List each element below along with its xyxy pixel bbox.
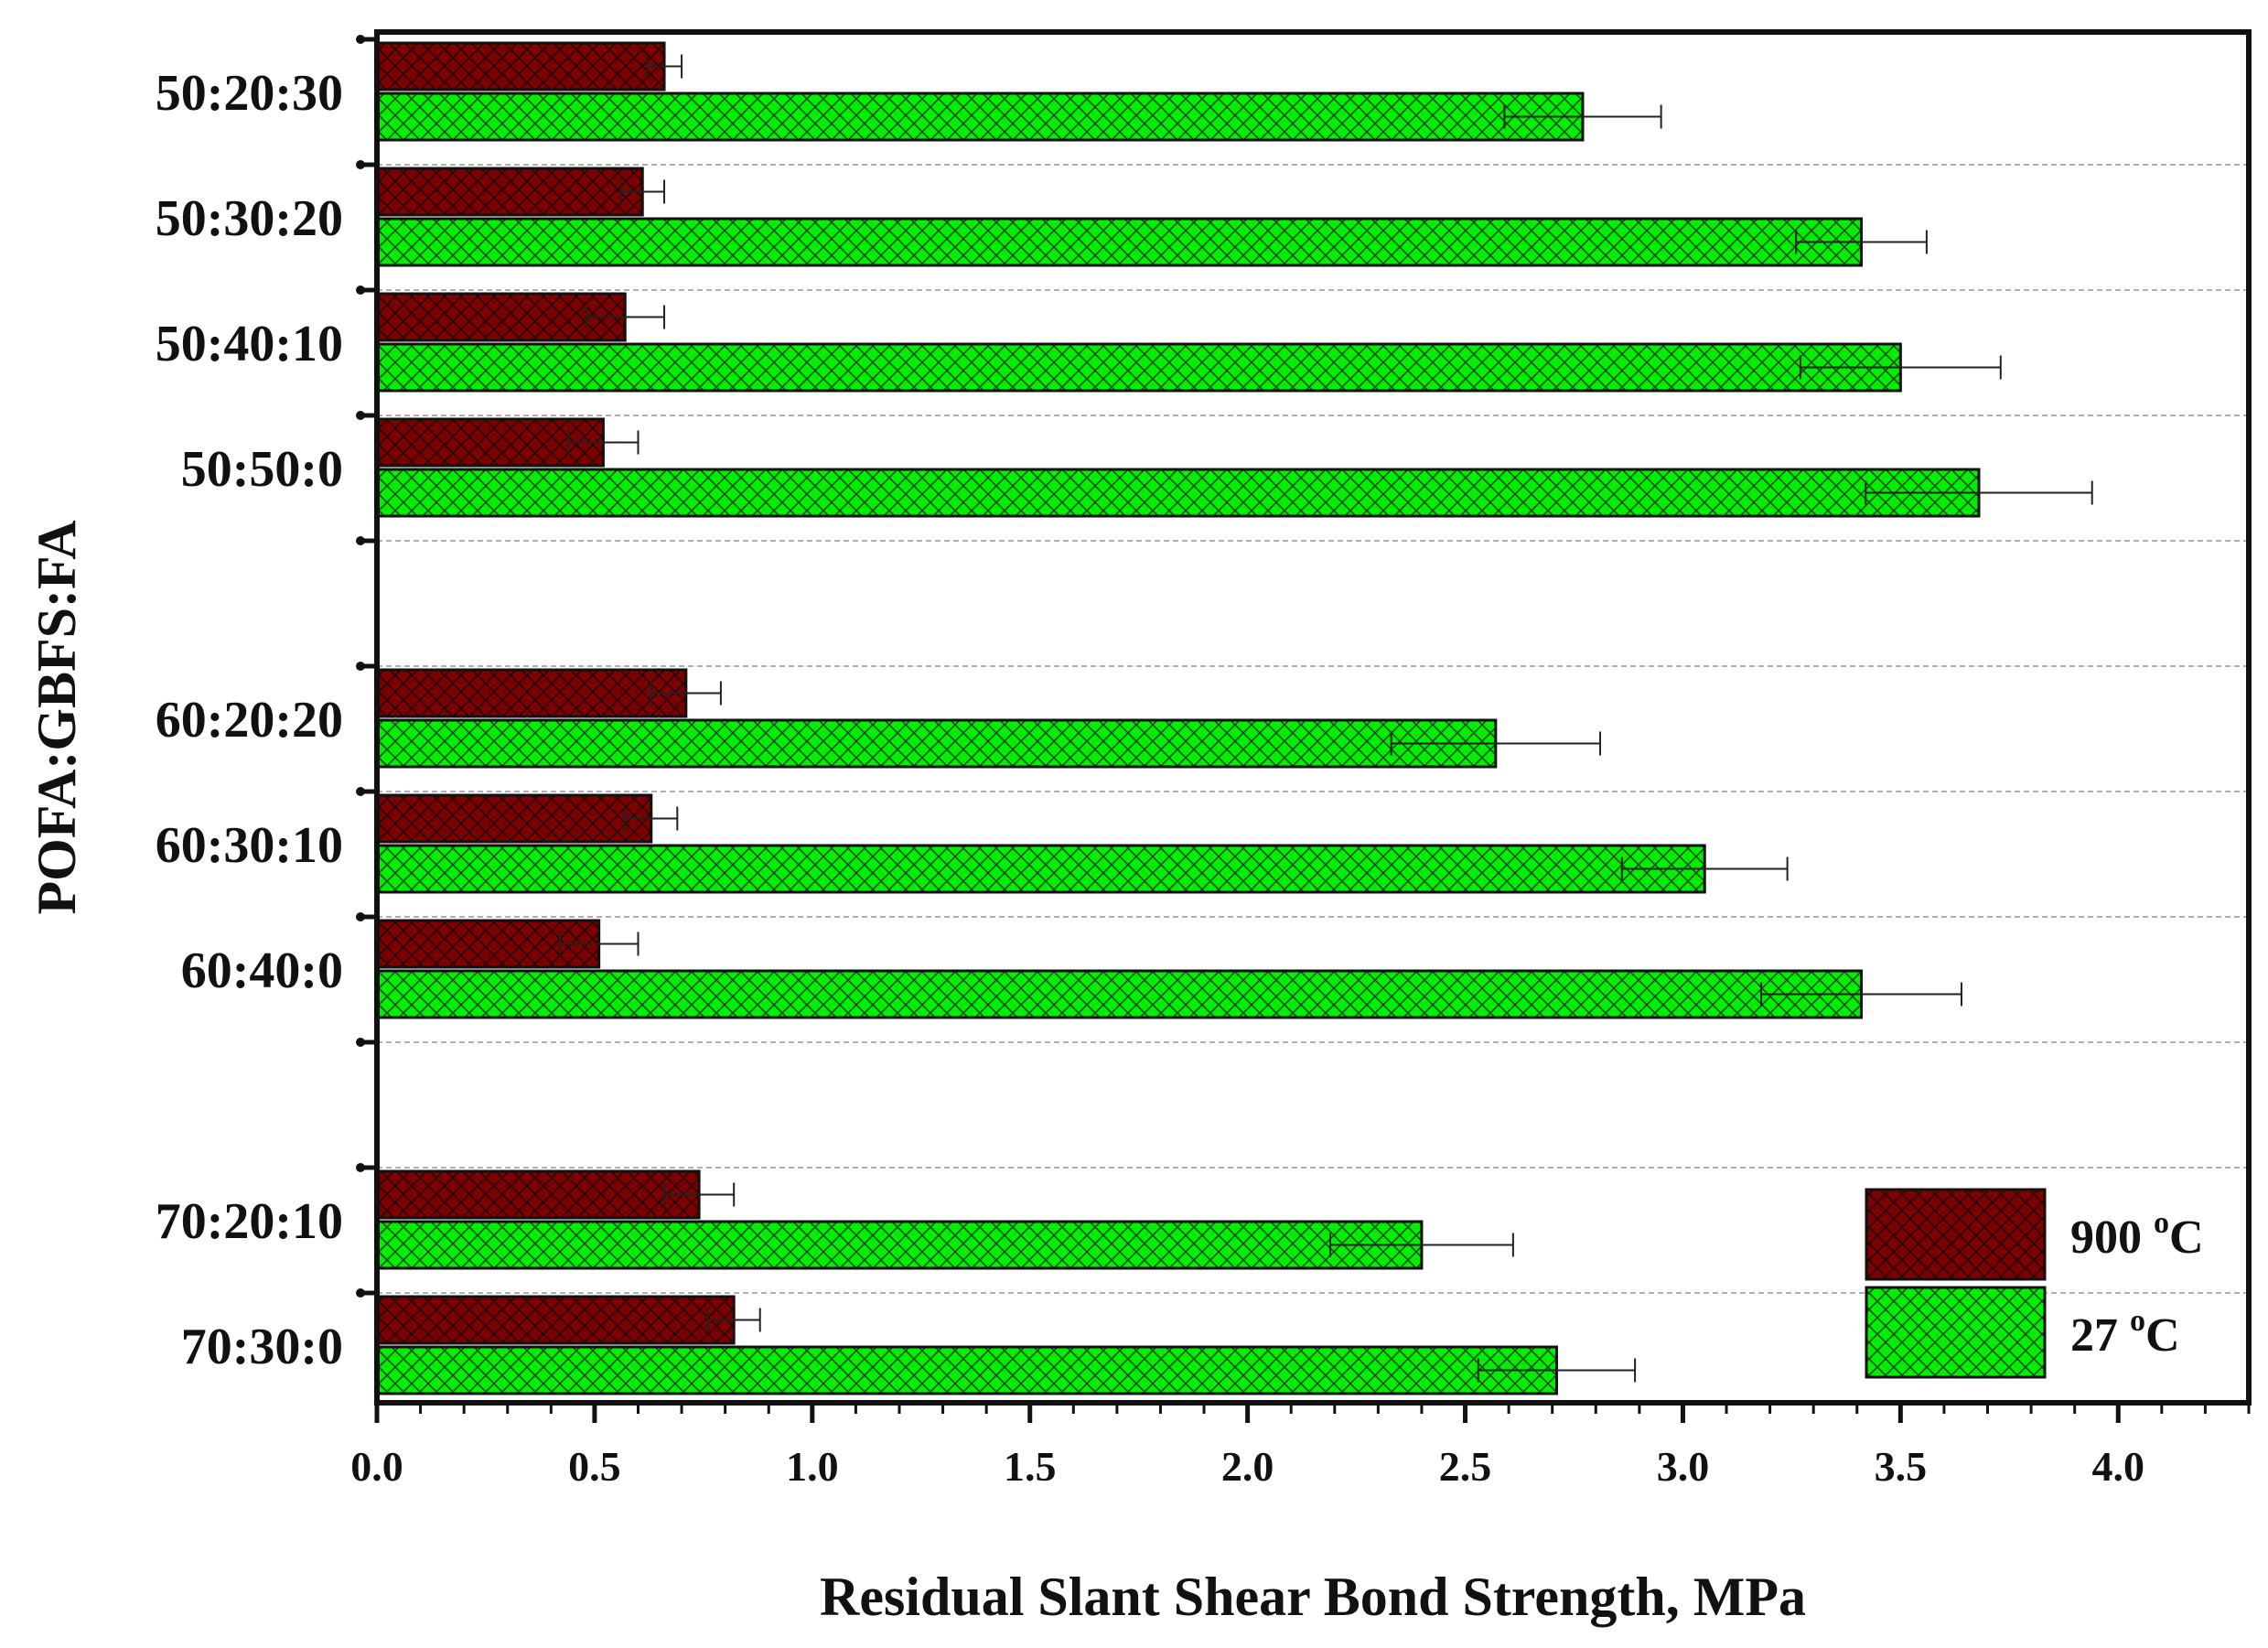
x-tick-label: 4.0 bbox=[2092, 1443, 2145, 1490]
bar-27c-50:20:30 bbox=[375, 92, 1585, 142]
category-label: 50:50:0 bbox=[181, 441, 343, 498]
legend-label-sup: o bbox=[2154, 1206, 2169, 1240]
legend-label-unit: C bbox=[2169, 1212, 2204, 1264]
bar-900c-70:30:0 bbox=[375, 1295, 736, 1345]
legend-swatch bbox=[1865, 1286, 2047, 1379]
y-tick-dot bbox=[356, 35, 365, 44]
bar-27c-70:20:10 bbox=[375, 1220, 1424, 1270]
category-label: 70:20:10 bbox=[156, 1193, 343, 1250]
bar-900c-50:30:20 bbox=[375, 167, 644, 217]
x-tick-label: 1.0 bbox=[786, 1443, 839, 1490]
y-tick-dot bbox=[356, 1288, 365, 1298]
y-tick-dot bbox=[356, 662, 365, 671]
bar-900c-60:30:10 bbox=[375, 793, 653, 844]
category-label: 50:20:30 bbox=[156, 65, 343, 122]
legend-swatch bbox=[1865, 1188, 2047, 1281]
y-tick-dot bbox=[356, 1163, 365, 1172]
bar-900c-50:50:0 bbox=[375, 417, 605, 468]
category-label: 50:40:10 bbox=[156, 316, 343, 372]
x-tick-label: 2.5 bbox=[1439, 1443, 1492, 1490]
bar-27c-60:20:20 bbox=[375, 718, 1498, 769]
bar-27c-60:30:10 bbox=[375, 844, 1706, 894]
category-label: 70:30:0 bbox=[181, 1319, 343, 1375]
legend-label-sup: o bbox=[2130, 1304, 2145, 1338]
bar-900c-50:20:30 bbox=[375, 41, 666, 92]
category-label: 60:40:0 bbox=[181, 942, 343, 999]
y-tick-dot bbox=[356, 536, 365, 545]
x-tick-label: 1.5 bbox=[1004, 1443, 1057, 1490]
bar-27c-50:30:20 bbox=[375, 217, 1864, 267]
x-tick-label: 3.0 bbox=[1657, 1443, 1710, 1490]
y-axis-title: POFA:GBFS:FA bbox=[27, 520, 87, 914]
y-tick-dot bbox=[356, 787, 365, 796]
y-tick-dot bbox=[356, 1038, 365, 1047]
x-tick-label: 0.0 bbox=[350, 1443, 403, 1490]
bar-27c-70:30:0 bbox=[375, 1345, 1558, 1395]
bar-27c-50:40:10 bbox=[375, 342, 1902, 393]
y-tick-dot bbox=[356, 912, 365, 921]
legend-label: 27 oC bbox=[2070, 1304, 2180, 1362]
x-tick-label: 0.5 bbox=[568, 1443, 621, 1490]
x-tick-label: 3.5 bbox=[1875, 1443, 1928, 1490]
y-tick-dot bbox=[356, 160, 365, 169]
legend-label-main: 27 bbox=[2070, 1309, 2130, 1362]
bar-900c-70:20:10 bbox=[375, 1169, 701, 1220]
bar-27c-60:40:0 bbox=[375, 969, 1864, 1019]
legend-label: 900 oC bbox=[2070, 1206, 2204, 1264]
bar-900c-50:40:10 bbox=[375, 292, 627, 342]
legend-label-unit: C bbox=[2145, 1309, 2180, 1362]
x-tick-label: 2.0 bbox=[1221, 1443, 1274, 1490]
bar-900c-60:20:20 bbox=[375, 668, 688, 718]
category-label: 60:20:20 bbox=[156, 692, 343, 749]
plot-frame bbox=[374, 29, 2252, 1406]
category-label: 50:30:20 bbox=[156, 190, 343, 247]
y-tick-dot bbox=[356, 285, 365, 295]
x-axis-title: Residual Slant Shear Bond Strength, MPa bbox=[820, 1567, 1806, 1627]
bar-27c-50:50:0 bbox=[375, 468, 1981, 518]
legend-label-main: 900 bbox=[2070, 1212, 2154, 1264]
category-label: 60:30:10 bbox=[156, 817, 343, 874]
y-tick-dot bbox=[356, 411, 365, 420]
